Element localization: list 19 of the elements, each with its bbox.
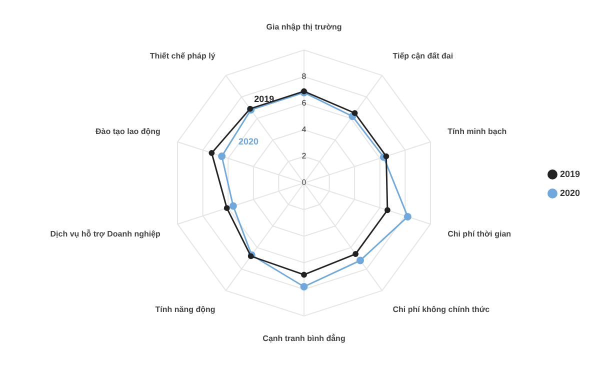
legend-label: 2019: [560, 168, 580, 179]
spoke-label: Chi phí thời gian: [448, 230, 512, 239]
text: 2019: [254, 94, 274, 104]
spoke-label: Dịch vụ hỗ trợ Doanh nghiệp: [50, 228, 161, 239]
spoke-label: Chi phí không chính thức: [392, 305, 490, 314]
spoke-label: Cạnh tranh bình đẳng: [262, 332, 346, 343]
spoke-label: Tính minh bạch: [448, 126, 507, 136]
y-tick-label: 6: [302, 98, 307, 108]
spoke-label: Tiếp cận đất đai: [392, 51, 454, 60]
spoke-label: Gia nhập thị trường: [266, 22, 342, 32]
y-tick-label: 2: [302, 152, 307, 161]
y-tick-label: 8: [302, 72, 307, 81]
spoke-label: Đào tạo lao động: [96, 126, 161, 136]
spoke-label: Thiết chế pháp lý: [150, 51, 216, 60]
y-tick-label: 4: [302, 125, 307, 134]
legend-label: 2020: [560, 188, 580, 198]
text: 2020: [238, 136, 259, 147]
y-tick-label: 0: [302, 178, 307, 188]
spoke-label: Tính năng động: [155, 305, 216, 314]
